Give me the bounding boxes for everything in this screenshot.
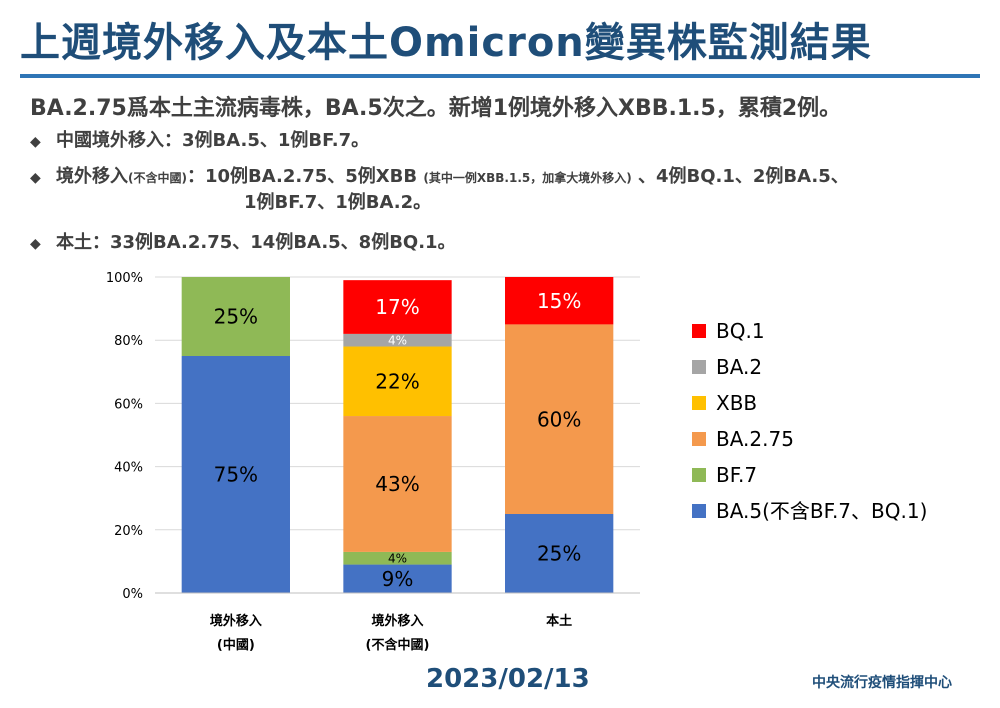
data-label: 22% <box>375 369 419 393</box>
data-label: 15% <box>537 289 581 313</box>
bar-segment <box>505 514 614 593</box>
bullet-overseas-text2: 、4例BQ.1、2例BA.5、 <box>631 166 849 187</box>
y-tick-label: 20% <box>114 524 143 539</box>
diamond-icon: ◆ <box>30 134 41 150</box>
y-tick-label: 0% <box>122 587 143 602</box>
legend-entry: XBB <box>716 391 757 415</box>
x-tick-label: (中國) <box>217 637 255 653</box>
legend-entry: BA.2 <box>716 355 762 379</box>
data-label: 17% <box>375 295 419 319</box>
bullet-overseas-label: 境外移入 <box>56 166 128 187</box>
bullet-overseas-text: ：10例BA.2.75、5例XBB <box>186 166 424 187</box>
data-label: 25% <box>537 542 581 566</box>
y-tick-label: 100% <box>106 271 143 286</box>
data-label: 43% <box>375 472 419 496</box>
org-name: 中央流行疫情指揮中心 <box>812 675 952 691</box>
bar-segment <box>505 324 614 514</box>
bar-segment <box>343 416 452 552</box>
bullet-overseas-note: (不含中國) <box>128 171 187 185</box>
x-tick-label: 本土 <box>546 613 572 629</box>
y-tick-label: 40% <box>114 461 143 476</box>
bar-segment <box>343 280 452 334</box>
diamond-icon: ◆ <box>30 236 41 252</box>
bullet-china: ◆ 中國境外移入：3例BA.5、1例BF.7。 <box>30 126 369 152</box>
bar-segment <box>343 333 452 347</box>
data-label: 60% <box>537 407 581 431</box>
data-label: 9% <box>382 567 414 591</box>
x-tick-label: (不含中國) <box>366 637 430 653</box>
y-tick-label: 60% <box>114 397 143 412</box>
bar-segment <box>181 356 290 593</box>
bar-segment <box>343 346 452 417</box>
legend-swatch <box>692 504 706 518</box>
legend-entry: BQ.1 <box>716 319 765 343</box>
diamond-icon: ◆ <box>30 170 41 186</box>
legend-swatch <box>692 432 706 446</box>
legend-swatch <box>692 360 706 374</box>
legend-entry: BF.7 <box>716 463 757 487</box>
bar-segment <box>181 277 290 356</box>
bullet-local: ◆ 本土：33例BA.2.75、14例BA.5、8例BQ.1。 <box>30 228 456 254</box>
legend-entry: BA.2.75 <box>716 427 794 451</box>
data-label: 4% <box>388 552 407 566</box>
data-label: 4% <box>388 334 407 348</box>
data-label: 75% <box>214 463 258 487</box>
legend-swatch <box>692 324 706 338</box>
page-title: 上週境外移入及本土Omicron變異株監測結果 <box>20 20 872 66</box>
report-date: 2023/02/13 <box>426 664 590 694</box>
y-tick-label: 80% <box>114 334 143 349</box>
data-label: 25% <box>214 305 258 329</box>
bar-segment <box>343 551 452 565</box>
bullet-local-text: 本土：33例BA.2.75、14例BA.5、8例BQ.1。 <box>56 232 456 253</box>
x-tick-label: 境外移入 <box>210 613 262 629</box>
legend-swatch <box>692 396 706 410</box>
x-tick-label: 境外移入 <box>371 613 423 629</box>
bullet-overseas-continued: 1例BF.7、1例BA.2。 <box>244 192 432 213</box>
bullet-overseas-note2: (其中一例XBB.1.5，加拿大境外移入) <box>423 171 632 185</box>
summary-text: BA.2.75爲本土主流病毒株，BA.5次之。新增1例境外移入XBB.1.5，累… <box>30 96 842 121</box>
bar-segment <box>505 277 614 325</box>
bullet-overseas: ◆ 境外移入(不含中國)：10例BA.2.75、5例XBB (其中一例XBB.1.… <box>30 162 849 188</box>
legend-swatch <box>692 468 706 482</box>
bar-segment <box>343 564 452 593</box>
legend-entry: BA.5(不含BF.7、BQ.1) <box>716 499 927 523</box>
bullet-china-text: 中國境外移入：3例BA.5、1例BF.7。 <box>56 130 370 151</box>
title-underline <box>20 74 980 78</box>
